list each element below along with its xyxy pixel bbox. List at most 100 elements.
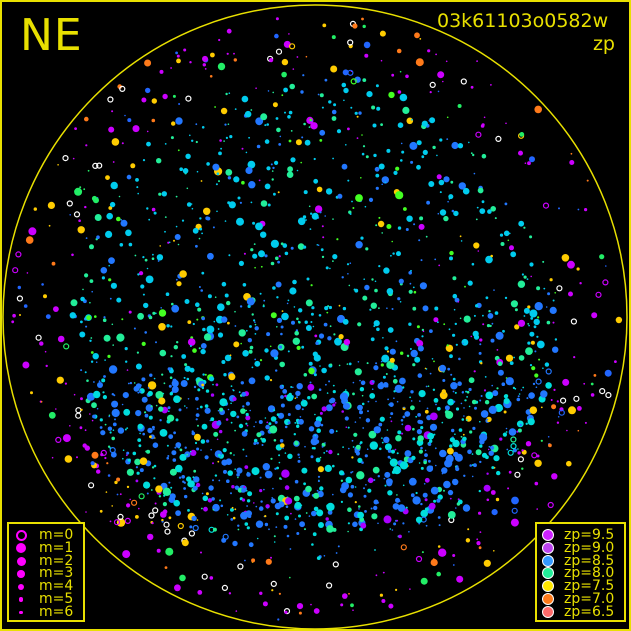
star-point	[559, 397, 567, 404]
star-point	[135, 515, 139, 519]
star-point	[410, 160, 414, 164]
star-point	[525, 441, 532, 447]
star-point	[246, 526, 250, 530]
star-point	[175, 51, 179, 55]
star-point	[281, 71, 287, 78]
star-point	[370, 337, 375, 342]
star-point	[351, 439, 354, 442]
star-point	[497, 369, 504, 376]
star-point	[486, 324, 491, 328]
star-point	[166, 324, 170, 328]
star-point	[452, 479, 455, 481]
star-point	[260, 500, 263, 503]
star-point	[168, 384, 172, 388]
star-point	[197, 590, 203, 595]
star-point	[276, 326, 278, 328]
star-point	[319, 93, 324, 98]
magnitude-label: m=3	[39, 565, 74, 582]
star-point	[490, 445, 495, 450]
star-point	[112, 344, 114, 346]
star-point	[322, 23, 327, 28]
star-point	[485, 455, 489, 460]
star-point	[375, 362, 378, 365]
star-point	[315, 457, 321, 463]
magnitude-label: m=6	[39, 603, 74, 620]
star-point	[310, 312, 314, 316]
star-point	[126, 427, 129, 429]
star-point	[71, 253, 74, 257]
star-point	[569, 160, 575, 165]
star-point	[218, 479, 221, 482]
star-point	[280, 395, 284, 399]
star-point	[400, 142, 403, 145]
star-point	[62, 155, 69, 162]
star-point	[201, 383, 205, 387]
star-point	[240, 511, 248, 520]
star-point	[167, 406, 171, 410]
star-point	[410, 400, 413, 402]
star-point	[379, 416, 385, 422]
star-point	[163, 494, 166, 497]
star-point	[431, 358, 434, 360]
star-point	[415, 491, 418, 495]
star-point	[441, 467, 448, 474]
star-point	[254, 333, 257, 335]
star-point	[30, 391, 33, 395]
star-point	[188, 530, 195, 537]
star-point	[586, 179, 589, 182]
star-point	[171, 121, 176, 126]
star-point	[200, 289, 203, 292]
star-point	[517, 451, 521, 455]
star-point	[374, 288, 378, 293]
star-point	[241, 498, 246, 502]
star-point	[295, 390, 301, 397]
star-point	[604, 369, 612, 377]
star-point	[64, 455, 73, 463]
star-point	[461, 338, 469, 346]
star-point	[232, 540, 238, 547]
star-point	[353, 432, 358, 437]
star-point	[313, 446, 316, 450]
star-point	[387, 449, 392, 453]
star-point	[126, 468, 134, 476]
star-point	[454, 453, 463, 462]
star-point	[538, 358, 541, 361]
star-point	[335, 552, 338, 554]
star-point	[363, 278, 366, 281]
star-point	[378, 265, 381, 268]
star-point	[425, 524, 428, 527]
star-point	[110, 181, 118, 190]
star-point	[185, 153, 191, 159]
star-point	[462, 187, 470, 195]
star-point	[338, 304, 341, 307]
star-point	[347, 127, 350, 131]
star-point	[158, 406, 164, 412]
star-point	[465, 390, 468, 393]
star-point	[148, 218, 151, 221]
star-point	[517, 428, 522, 433]
star-point	[505, 354, 514, 362]
star-point	[203, 506, 208, 512]
star-point	[182, 480, 185, 483]
star-point	[399, 377, 406, 385]
star-point	[428, 119, 431, 122]
star-point	[302, 74, 305, 77]
star-point	[517, 448, 519, 450]
star-point	[225, 169, 233, 176]
star-point	[332, 157, 334, 160]
star-point	[246, 424, 249, 427]
star-point	[436, 498, 441, 503]
star-point	[139, 468, 144, 473]
star-point	[284, 610, 288, 614]
star-point	[284, 515, 290, 521]
star-point	[490, 490, 496, 495]
star-point	[294, 422, 297, 424]
star-point	[251, 558, 256, 563]
star-point	[365, 484, 367, 486]
star-point	[347, 530, 349, 533]
star-point	[209, 75, 213, 78]
star-point	[394, 384, 403, 393]
star-point	[401, 150, 405, 154]
star-point	[276, 317, 283, 323]
star-point	[570, 318, 578, 325]
